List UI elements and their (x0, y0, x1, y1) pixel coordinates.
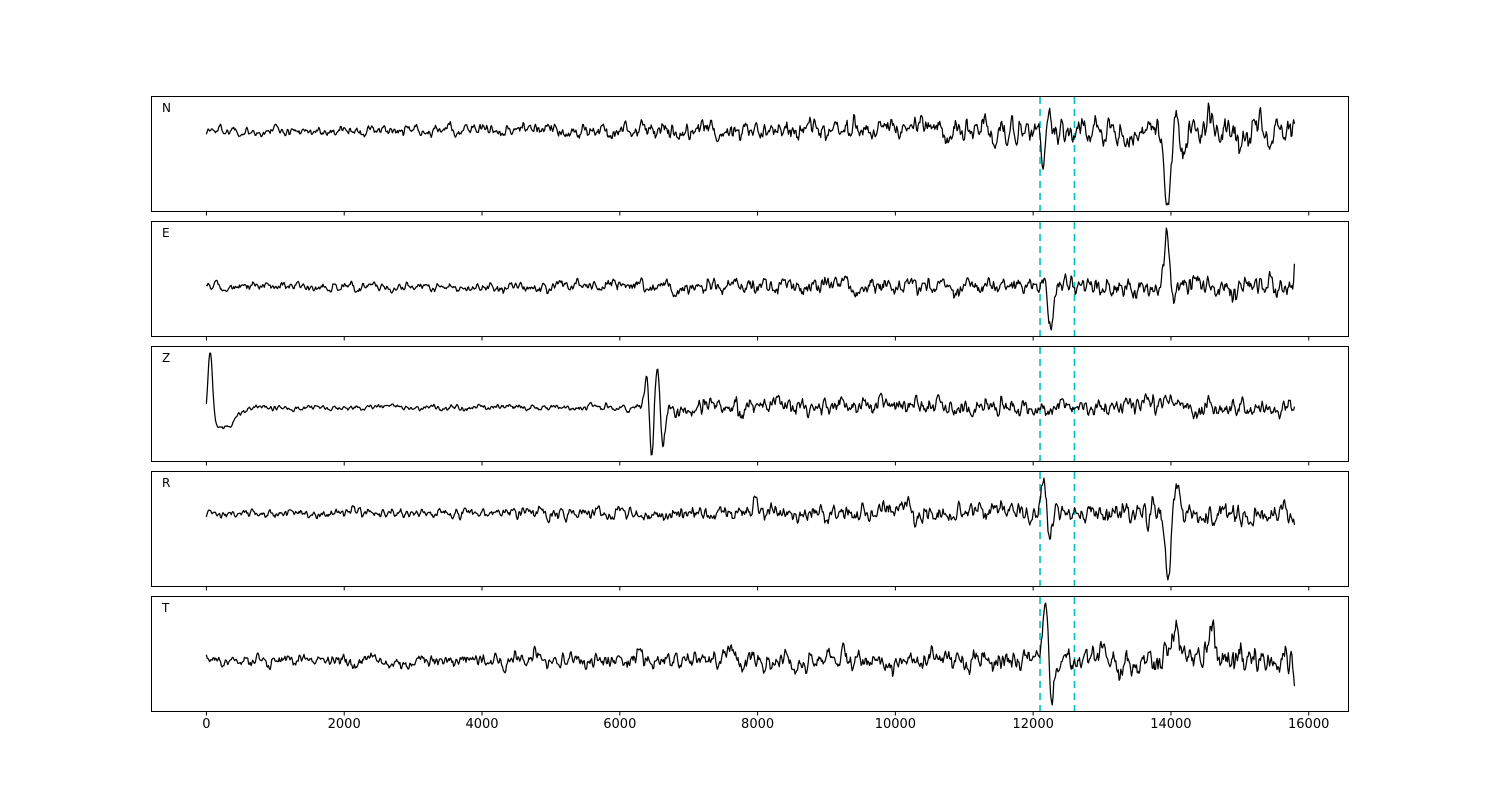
subplot-e: E (151, 221, 1349, 337)
x-tick-label: 8000 (741, 717, 775, 732)
x-tick-label: 2000 (327, 717, 361, 732)
waveform-plot (205, 222, 1296, 336)
waveform-trace (205, 477, 1296, 581)
x-tick-label: 12000 (1012, 717, 1054, 732)
waveform-trace (205, 227, 1296, 331)
subplot-label: T (162, 601, 170, 615)
subplot-label: R (162, 476, 171, 490)
subplot-r: R (151, 471, 1349, 587)
x-tick-label: 0 (202, 717, 211, 732)
x-tick-label: 6000 (603, 717, 637, 732)
x-tick-label: 16000 (1288, 717, 1330, 732)
waveform-plot (205, 472, 1296, 586)
subplot-z: Z (151, 346, 1349, 462)
waveform-trace (205, 352, 1296, 456)
x-tick-label: 10000 (874, 717, 917, 732)
waveform-plot (205, 97, 1296, 211)
waveform-plot (205, 597, 1296, 711)
subplot-label: E (162, 226, 170, 240)
subplot-label: N (162, 101, 171, 115)
subplot-n: N (151, 96, 1349, 212)
subplot-label: Z (162, 351, 171, 365)
waveform-trace (205, 102, 1296, 206)
x-tick-label: 14000 (1150, 717, 1192, 732)
waveform-plot (205, 347, 1296, 461)
waveform-trace (205, 602, 1296, 706)
subplot-t: T (151, 596, 1349, 712)
x-tick-label: 4000 (465, 717, 499, 732)
